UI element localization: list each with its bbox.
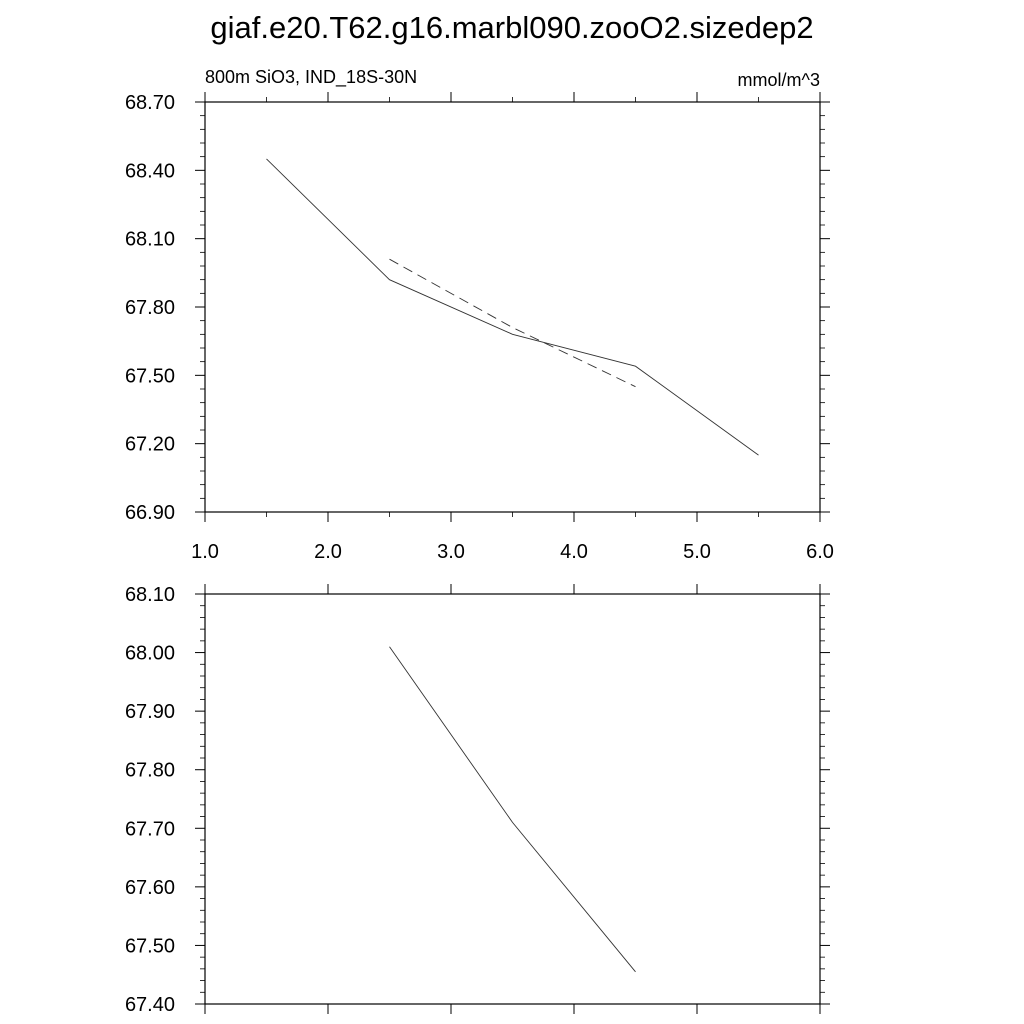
y-tick-label: 67.50 <box>125 365 175 387</box>
y-tick-label: 68.10 <box>125 584 175 606</box>
top-panel-units-label: mmol/m^3 <box>738 70 820 90</box>
y-tick-label: 67.90 <box>125 701 175 723</box>
figure-title: giaf.e20.T62.g16.marbl090.zooO2.sizedep2 <box>210 10 813 45</box>
x-tick-label: 5.0 <box>683 541 711 563</box>
y-tick-label: 68.40 <box>125 160 175 182</box>
y-tick-label: 67.70 <box>125 818 175 840</box>
series-line-solid <box>266 158 759 456</box>
x-tick-label: 3.0 <box>437 541 465 563</box>
plot-frame <box>204 101 821 513</box>
y-tick-label: 66.90 <box>125 502 175 524</box>
top-panel-left-label: 800m SiO3, IND_18S-30N <box>205 67 417 88</box>
y-tick-label: 67.60 <box>125 877 175 899</box>
bottom-panel: 67.40 67.50 67.60 67.70 67.80 67.90 68.00 68.10 <box>125 584 830 1016</box>
x-tick-label: 6.0 <box>806 541 834 563</box>
x-tick-label: 1.0 <box>191 541 219 563</box>
x-tick-label: 4.0 <box>560 541 588 563</box>
y-tick-label: 67.20 <box>125 434 175 456</box>
series-line-solid <box>389 646 636 973</box>
y-tick-label: 67.40 <box>125 994 175 1016</box>
plot-frame <box>204 593 821 1005</box>
y-tick-label: 67.50 <box>125 935 175 957</box>
x-tick-label: 2.0 <box>314 541 342 563</box>
y-tick-label: 68.70 <box>125 92 175 114</box>
y-tick-label: 68.00 <box>125 643 175 665</box>
y-tick-label: 67.80 <box>125 297 175 319</box>
y-tick-label: 68.10 <box>125 229 175 251</box>
y-tick-label: 67.80 <box>125 760 175 782</box>
series-line-dashed <box>389 258 636 388</box>
top-panel: 800m SiO3, IND_18S-30N mmol/m^3 66.90 67.… <box>125 67 834 563</box>
